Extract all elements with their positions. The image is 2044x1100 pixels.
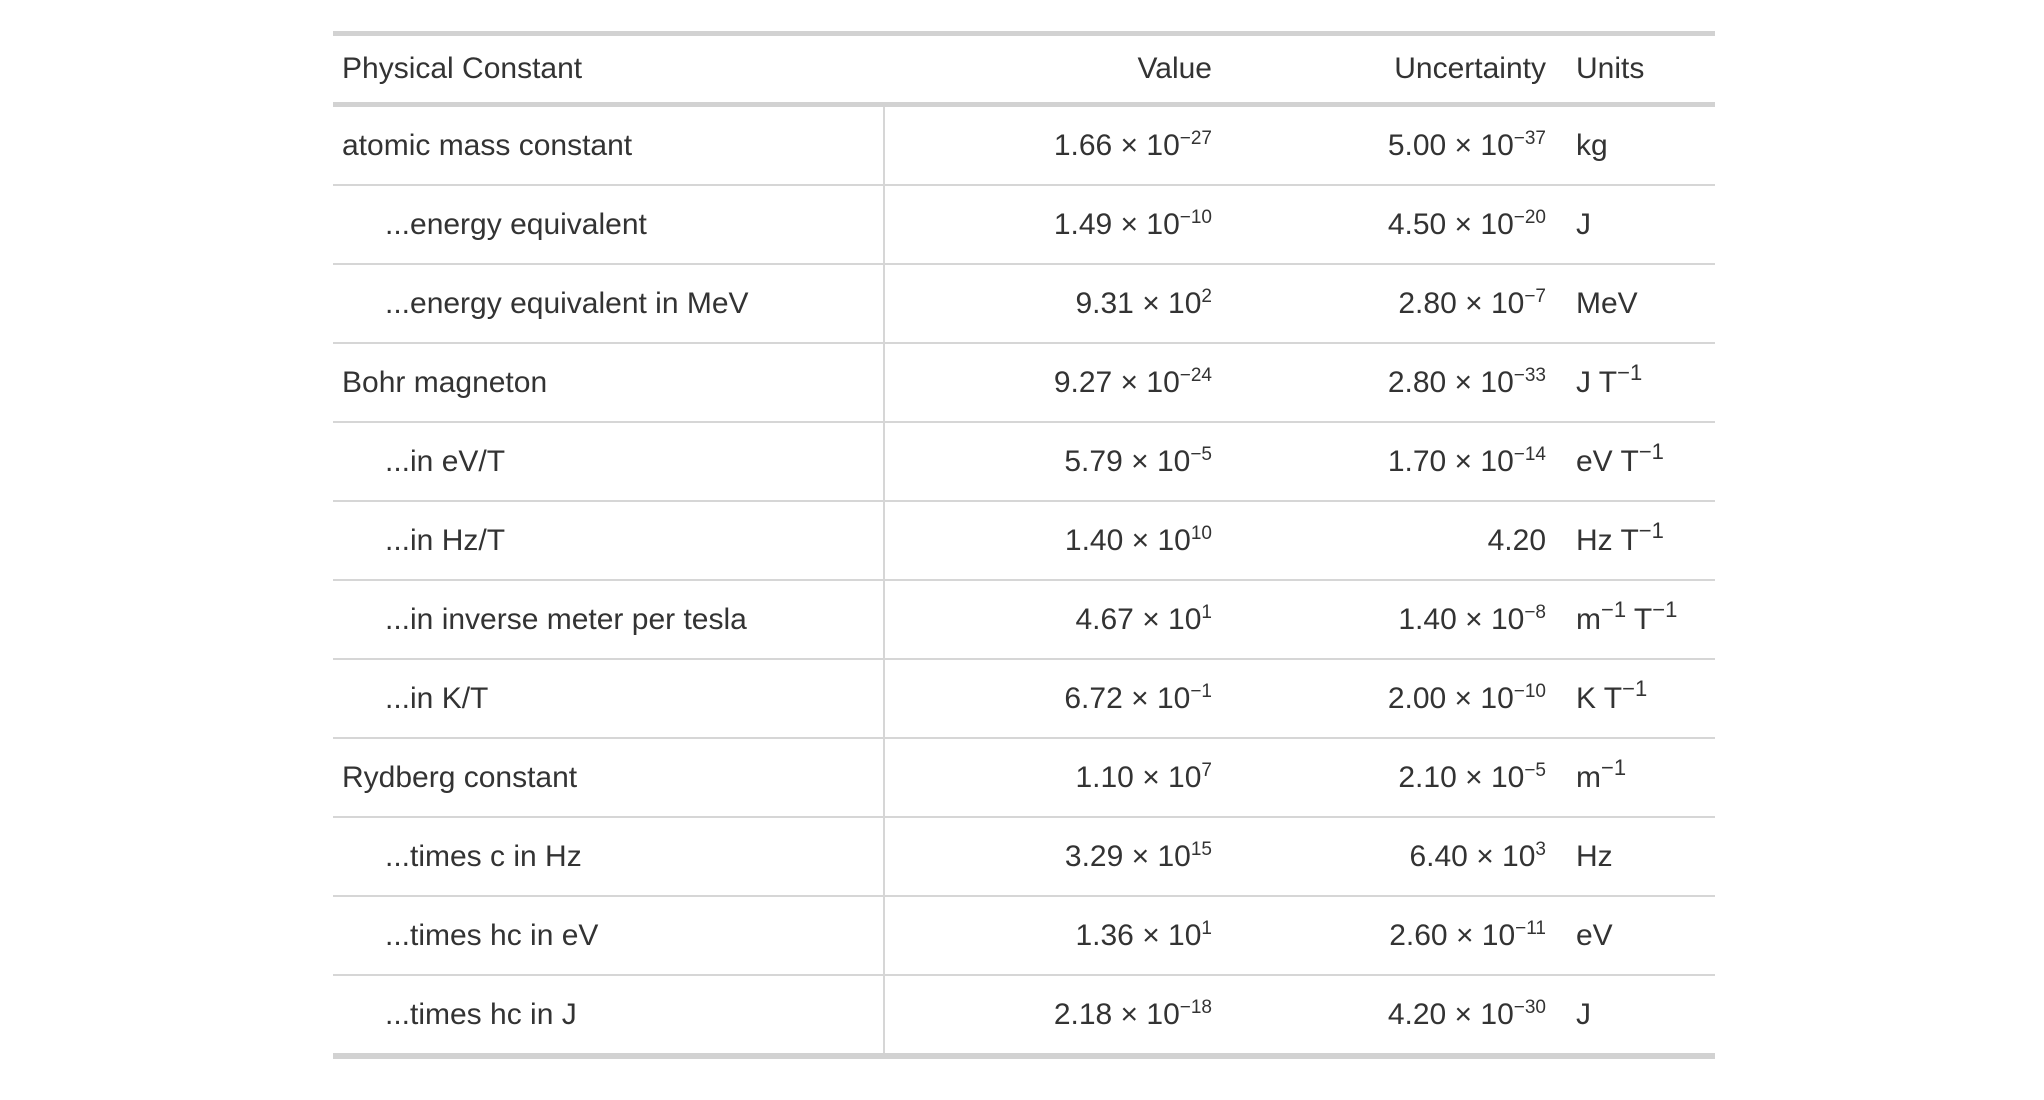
constant-name-cell: ...times c in Hz [333, 817, 885, 897]
value-cell: 1.36 × 101 [884, 896, 1222, 976]
uncertainty-cell: 1.40 × 10−8 [1222, 580, 1556, 660]
unit-exponent: −1 [1617, 359, 1643, 385]
uncertainty-cell: 4.20 × 10−30 [1387, 996, 1546, 1031]
exponent: −14 [1513, 443, 1546, 465]
table-row: ...in K/T 6.72 × 10−1 2.00 × 10−10 K T−1 [333, 659, 1715, 739]
units-cell: m−1 [1556, 738, 1715, 818]
value-cell: 1.40 × 1010 [884, 501, 1222, 581]
table-row: ...times hc in eV 1.36 × 101 2.60 × 10−11 e… [333, 896, 1715, 976]
column-header-units: Units [1556, 33, 1715, 107]
table-row: ...energy equivalent 1.49 × 10−10 4.50 × 1… [333, 185, 1715, 265]
uncertainty-cell: 2.00 × 10−10 [1222, 659, 1556, 739]
uncertainty-cell: 6.40 × 103 [1222, 817, 1556, 897]
exponent: −30 [1513, 996, 1546, 1018]
value-cell: 6.72 × 10−1 [884, 659, 1222, 739]
table-row: ...in eV/T 5.79 × 10−5 1.70 × 10−14 eV T−1 [333, 422, 1715, 502]
exponent: −10 [1179, 206, 1212, 228]
exponent: −11 [1515, 917, 1546, 939]
table-row: atomic mass constant 1.66 × 10−27 5.00 × 1… [333, 104, 1715, 186]
constant-name-cell: Rydberg constant [333, 738, 885, 818]
units-cell: Hz [1556, 817, 1715, 897]
exponent: −10 [1513, 680, 1546, 702]
constant-name-cell: ...times hc in J [333, 975, 885, 1056]
uncertainty-cell: 2.80 × 10−7 [1222, 264, 1556, 344]
table-container: Physical Constant Value Uncertainty Unit… [333, 31, 1715, 1059]
units-cell: m−1 T−1 [1556, 580, 1715, 660]
uncertainty-cell: 5.00 × 10−37 [1222, 104, 1556, 186]
table-row: Rydberg constant 1.10 × 107 2.10 × 10−5 m−1 [333, 738, 1715, 818]
value-cell: 5.79 × 10−5 [884, 422, 1222, 502]
exponent: 1 [1201, 917, 1212, 939]
uncertainty-cell: 2.60 × 10−11 [1222, 896, 1556, 976]
constant-name-cell: ...in eV/T [333, 422, 885, 502]
table-body: atomic mass constant 1.66 × 10−27 5.00 × 1… [333, 104, 1715, 1056]
column-header-value: Value [884, 33, 1222, 107]
constant-name-cell: ...in inverse meter per tesla [333, 580, 885, 660]
constant-name-cell: Bohr magneton [333, 343, 885, 423]
units-cell: Hz T−1 [1556, 501, 1715, 581]
value-cell: 2.18 × 10−18 [1053, 996, 1212, 1031]
physical-constants-table: Physical Constant Value Uncertainty Unit… [333, 31, 1715, 1059]
column-header-physical-constant: Physical Constant [333, 33, 884, 107]
exponent: 3 [1535, 838, 1546, 860]
exponent: −5 [1524, 759, 1546, 781]
constant-name-cell: atomic mass constant [333, 104, 885, 186]
exponent: −5 [1190, 443, 1212, 465]
constant-name-cell: ...in K/T [333, 659, 885, 739]
units-cell: J T−1 [1556, 343, 1715, 423]
header-row: Physical Constant Value Uncertainty Unit… [333, 33, 1715, 107]
uncertainty-cell: 4.50 × 10−20 [1222, 185, 1556, 265]
exponent: −20 [1513, 206, 1546, 228]
uncertainty-cell: 2.80 × 10−33 [1222, 343, 1556, 423]
units-cell: J [1556, 185, 1715, 265]
unit-exponent: −1 [1622, 675, 1648, 701]
unit-exponent: −1 [1601, 596, 1627, 622]
table-row: ...energy equivalent in MeV 9.31 × 102 2.8… [333, 264, 1715, 344]
units-cell: MeV [1556, 264, 1715, 344]
exponent: −37 [1513, 127, 1546, 149]
exponent: 1 [1201, 601, 1212, 623]
unit-exponent: −1 [1638, 517, 1664, 543]
units-cell: kg [1556, 104, 1715, 186]
constant-name-cell: ...in Hz/T [333, 501, 885, 581]
column-header-uncertainty: Uncertainty [1222, 33, 1556, 107]
table-row: ...in Hz/T 1.40 × 1010 4.20 Hz T−1 [333, 501, 1715, 581]
table-row: Bohr magneton 9.27 × 10−24 2.80 × 10−33 J T… [333, 343, 1715, 423]
units-cell: eV T−1 [1556, 422, 1715, 502]
value-cell: 4.67 × 101 [884, 580, 1222, 660]
table-row: ...in inverse meter per tesla 4.67 × 101 1… [333, 580, 1715, 660]
units-cell: eV [1556, 896, 1715, 976]
unit-exponent: −1 [1601, 754, 1627, 780]
constant-name-cell: ...energy equivalent [333, 185, 885, 265]
exponent: −18 [1179, 996, 1212, 1018]
uncertainty-cell: 1.70 × 10−14 [1222, 422, 1556, 502]
exponent: −33 [1513, 364, 1546, 386]
table-header: Physical Constant Value Uncertainty Unit… [333, 33, 1715, 107]
value-cell: 1.49 × 10−10 [884, 185, 1222, 265]
table-row: ...times hc in J 2.18 × 10−18 4.20 × 10−30… [333, 975, 1715, 1056]
uncertainty-cell: 4.20 [1222, 501, 1556, 581]
value-cell: 1.66 × 10−27 [884, 104, 1222, 186]
unit-exponent: −1 [1652, 596, 1678, 622]
exponent: 15 [1190, 838, 1212, 860]
exponent: 7 [1201, 759, 1212, 781]
unit-exponent: −1 [1638, 438, 1664, 464]
exponent: −8 [1524, 601, 1546, 623]
units-cell: K T−1 [1556, 659, 1715, 739]
exponent: 2 [1201, 285, 1212, 307]
exponent: −24 [1179, 364, 1212, 386]
constant-name-cell: ...energy equivalent in MeV [333, 264, 885, 344]
exponent: 10 [1190, 522, 1212, 544]
value-cell: 3.29 × 1015 [884, 817, 1222, 897]
exponent: −27 [1179, 127, 1212, 149]
exponent: −7 [1524, 285, 1546, 307]
value-cell: 1.10 × 107 [884, 738, 1222, 818]
uncertainty-cell: 2.10 × 10−5 [1222, 738, 1556, 818]
value-cell: 9.31 × 102 [884, 264, 1222, 344]
constant-name-cell: ...times hc in eV [333, 896, 885, 976]
units-cell: J [1576, 997, 1591, 1031]
value-cell: 9.27 × 10−24 [884, 343, 1222, 423]
exponent: −1 [1190, 680, 1212, 702]
table-row: ...times c in Hz 3.29 × 1015 6.40 × 103 Hz [333, 817, 1715, 897]
